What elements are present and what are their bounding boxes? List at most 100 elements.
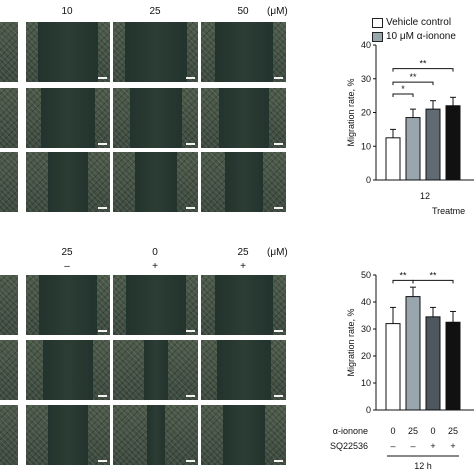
top-unit-label: (μM) bbox=[267, 6, 288, 17]
bottom-image-r1-c1 bbox=[26, 275, 110, 335]
legend-label-vehicle: Vehicle control bbox=[386, 17, 452, 28]
significance-mark-1: ** bbox=[399, 270, 407, 280]
top-image-r1-c3 bbox=[201, 22, 286, 82]
bottom-wound-area bbox=[214, 275, 273, 335]
top-scale-bar bbox=[98, 143, 107, 145]
bottom-scale-bar bbox=[98, 395, 107, 397]
sq-value-2: – bbox=[410, 441, 415, 451]
top-image-r3-c0 bbox=[0, 152, 18, 212]
top-scale-bar bbox=[186, 77, 195, 79]
significance-bracket-1 bbox=[392, 93, 414, 97]
bar-1 bbox=[385, 323, 401, 411]
significance-mark-2: ** bbox=[429, 270, 437, 280]
legend-label-ionone: 10 μM α-ionone bbox=[386, 31, 456, 42]
top-wound-area bbox=[134, 152, 177, 212]
row-label-ionone: α-ionone bbox=[333, 426, 368, 436]
row-label-sq22536: SQ22536 bbox=[330, 441, 368, 451]
bottom-image-r3-c3 bbox=[201, 405, 286, 465]
bottom-wound-area bbox=[43, 340, 93, 400]
bottom-scale-bar bbox=[186, 330, 195, 332]
bottom-scale-bar bbox=[186, 395, 195, 397]
bottom-scale-bar bbox=[98, 460, 107, 462]
ionone-value-2: 25 bbox=[408, 426, 418, 436]
y-axis-label: Migration rate, % bbox=[346, 308, 356, 376]
top-scale-bar bbox=[274, 207, 283, 209]
y-tick-label: 30 bbox=[361, 74, 371, 84]
top-scale-bar bbox=[186, 143, 195, 145]
top-wound-area bbox=[41, 88, 95, 148]
bottom-scale-bar bbox=[186, 460, 195, 462]
top-wound-area bbox=[38, 22, 98, 82]
bottom-wound-area bbox=[39, 275, 97, 335]
bottom-scale-bar bbox=[98, 330, 107, 332]
sq-value-3: + bbox=[430, 441, 435, 451]
ionone-value-1: 0 bbox=[390, 426, 395, 436]
ionone-value-4: 25 bbox=[448, 426, 458, 436]
bottom-wound-area bbox=[146, 405, 165, 465]
top-image-r1-c2 bbox=[113, 22, 198, 82]
bottom-image-r2-c1 bbox=[26, 340, 110, 400]
significance-mark-1: * bbox=[401, 84, 405, 94]
bottom-wound-area bbox=[48, 405, 88, 465]
top-conc-label-2: 25 bbox=[149, 6, 161, 17]
top-conc-label-1: 10 bbox=[61, 6, 73, 17]
top-image-r1-c0 bbox=[0, 22, 18, 82]
ionone-value-3: 0 bbox=[430, 426, 435, 436]
top-image-r3-c3 bbox=[201, 152, 286, 212]
x-axis-label: Treatme bbox=[432, 206, 465, 216]
bottom-image-r1-c3 bbox=[201, 275, 286, 335]
top-wound-area bbox=[224, 152, 263, 212]
top-scale-bar bbox=[186, 207, 195, 209]
bottom-sq-sign-3: + bbox=[240, 261, 246, 272]
significance-bracket-1 bbox=[392, 279, 414, 284]
bottom-image-r3-c1 bbox=[26, 405, 110, 465]
y-tick-label: 40 bbox=[361, 40, 371, 50]
top-image-r3-c2 bbox=[113, 152, 198, 212]
y-tick-label: 30 bbox=[361, 324, 371, 334]
bottom-scale-bar bbox=[274, 395, 283, 397]
x-tick-label: 12 bbox=[420, 191, 430, 201]
y-tick-label: 40 bbox=[361, 297, 371, 307]
significance-bracket-3 bbox=[392, 68, 454, 72]
top-image-r1-c1 bbox=[26, 22, 110, 82]
bar-4 bbox=[445, 321, 461, 411]
bar-2 bbox=[405, 296, 421, 411]
sq-value-1: – bbox=[390, 441, 395, 451]
top-image-r2-c0 bbox=[0, 88, 18, 148]
bar-3 bbox=[425, 316, 441, 411]
bottom-image-r1-c2 bbox=[113, 275, 198, 335]
top-scale-bar bbox=[98, 207, 107, 209]
top-scale-bar bbox=[98, 77, 107, 79]
bottom-image-r2-c2 bbox=[113, 340, 198, 400]
bottom-scale-bar bbox=[274, 330, 283, 332]
significance-mark-3: ** bbox=[419, 59, 427, 69]
bottom-conc-label-3: 25 bbox=[237, 247, 249, 258]
bottom-wound-area bbox=[216, 340, 271, 400]
top-scale-bar bbox=[274, 143, 283, 145]
significance-bracket-2 bbox=[412, 279, 454, 284]
bottom-unit-label: (μM) bbox=[267, 247, 288, 258]
bottom-image-r2-c0 bbox=[0, 340, 18, 400]
top-wound-area bbox=[214, 22, 273, 82]
y-tick-label: 10 bbox=[361, 141, 371, 151]
top-image-r2-c3 bbox=[201, 88, 286, 148]
y-tick-label: 0 bbox=[366, 175, 371, 185]
bottom-wound-area bbox=[125, 275, 186, 335]
top-conc-label-3: 50 bbox=[237, 6, 249, 17]
time-label: 12 h bbox=[414, 461, 432, 471]
significance-bracket-2 bbox=[392, 81, 434, 86]
bottom-image-r2-c3 bbox=[201, 340, 286, 400]
bottom-wound-area bbox=[143, 340, 168, 400]
bottom-conc-label-2: 0 bbox=[152, 247, 158, 258]
bottom-image-r3-c2 bbox=[113, 405, 198, 465]
top-wound-area bbox=[218, 88, 269, 148]
top-image-r2-c2 bbox=[113, 88, 198, 148]
bottom-conc-label-1: 25 bbox=[61, 247, 73, 258]
bottom-scale-bar bbox=[274, 460, 283, 462]
bottom-sq-sign-2: + bbox=[152, 261, 158, 272]
bottom-wound-area bbox=[222, 405, 265, 465]
sq-value-4: + bbox=[450, 441, 455, 451]
top-image-r2-c1 bbox=[26, 88, 110, 148]
y-tick-label: 20 bbox=[361, 108, 371, 118]
